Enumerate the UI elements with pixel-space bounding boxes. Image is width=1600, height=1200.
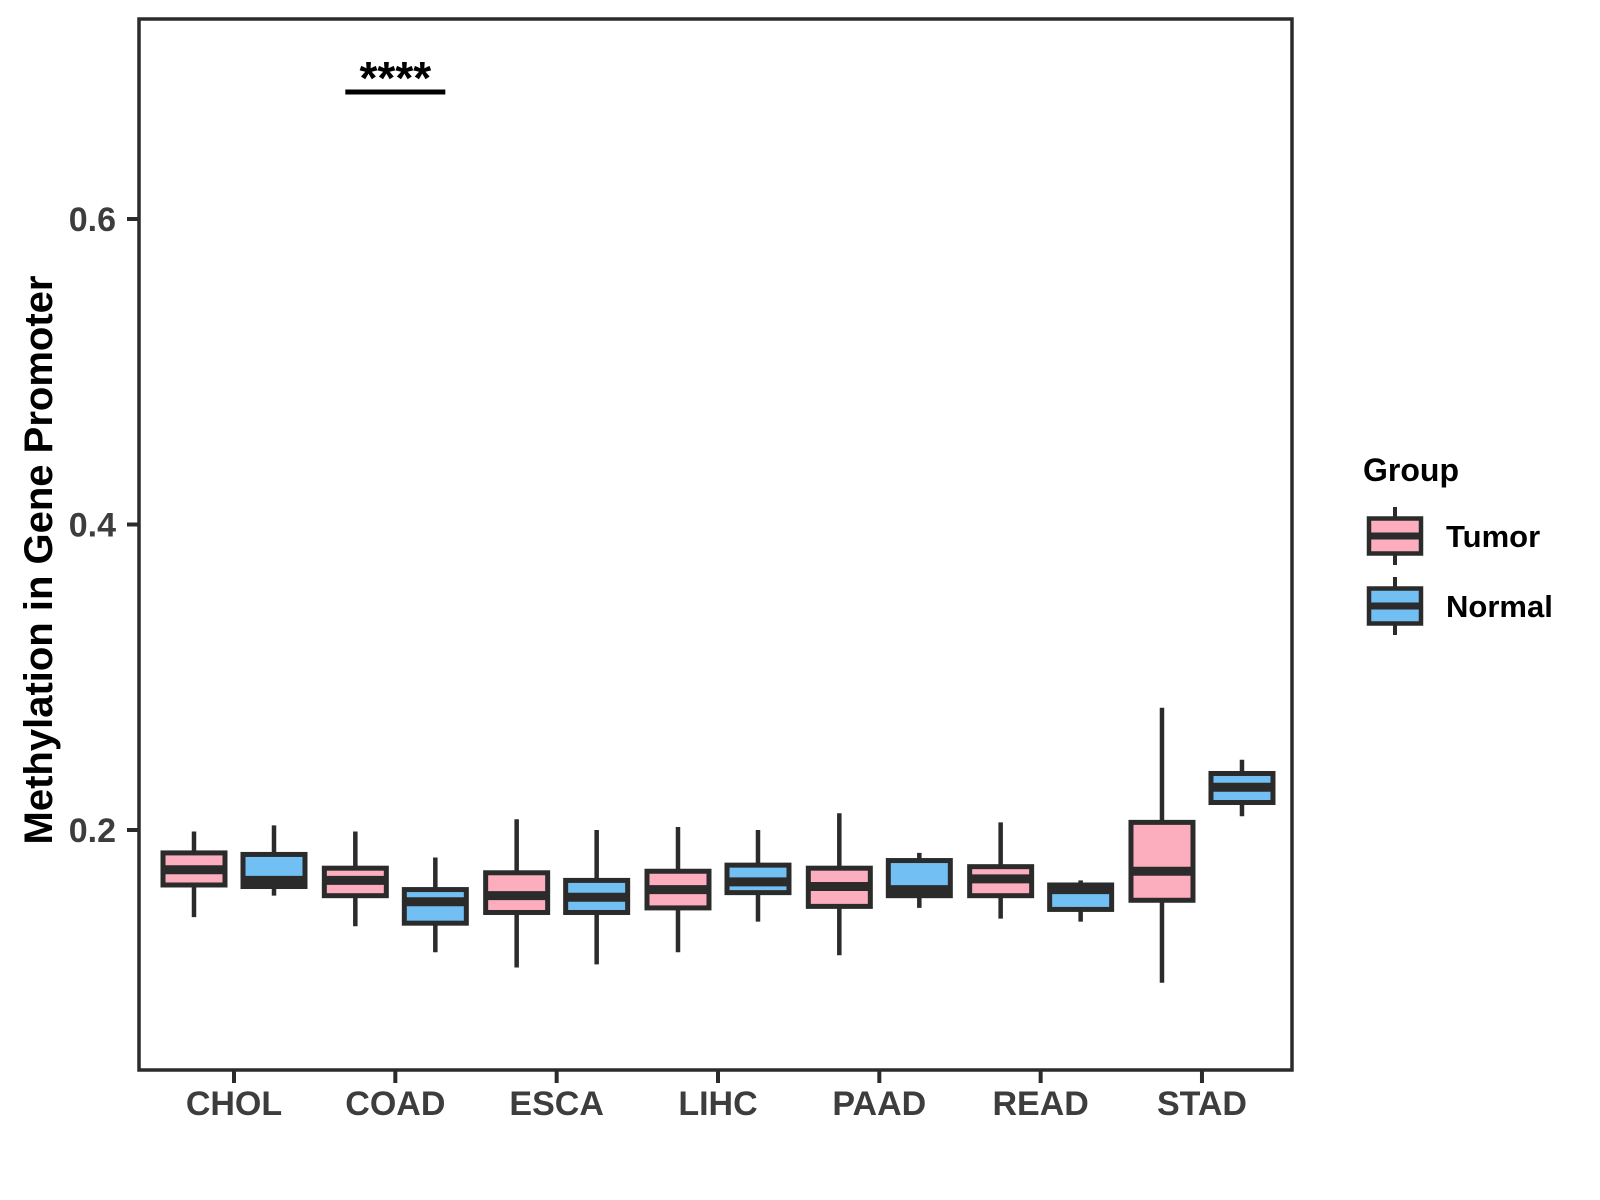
legend-label-normal: Normal [1446, 589, 1553, 624]
y-tick-label: 0.2 [69, 812, 116, 850]
significance-annotation: **** [345, 52, 446, 104]
legend-items: Tumor Normal [1366, 507, 1553, 635]
legend-label-tumor: Tumor [1446, 519, 1540, 554]
significance-stars: **** [360, 52, 432, 104]
legend-key-normal: Normal [1366, 577, 1553, 635]
box-coad-normal [401, 887, 469, 926]
x-tick-label-paad: PAAD [832, 1085, 926, 1123]
legend-key-tumor: Tumor [1366, 507, 1540, 565]
x-axis: CHOL COAD ESCA LIHC PAAD READ STAD [186, 1070, 1247, 1123]
boxplot-layer [160, 707, 1276, 983]
x-tick-label-stad: STAD [1157, 1085, 1247, 1123]
x-tick-label-read: READ [992, 1085, 1088, 1123]
legend: Group Tumor Normal [1363, 452, 1553, 635]
plot-panel-border [137, 17, 1294, 1072]
box-stad-tumor [1128, 819, 1196, 903]
x-tick-label-lihc: LIHC [678, 1085, 757, 1123]
x-tick-label-chol: CHOL [186, 1085, 282, 1123]
x-tick-label-esca: ESCA [509, 1085, 603, 1123]
y-axis: 0.2 0.4 0.6 [69, 201, 139, 850]
y-axis-title: Methylation in Gene Promoter [17, 276, 61, 845]
x-tick-label-coad: COAD [345, 1085, 445, 1123]
legend-title: Group [1363, 452, 1459, 488]
y-tick-label: 0.6 [69, 201, 116, 239]
y-tick-label: 0.4 [69, 507, 116, 545]
